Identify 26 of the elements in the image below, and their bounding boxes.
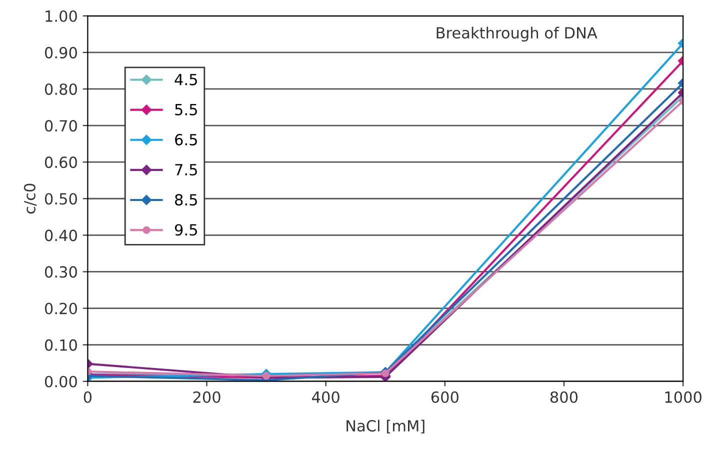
y-tick-label: 0.50 [44,193,77,205]
text: Breakthrough of DNA [436,26,598,42]
x-tick-label: 200 [193,391,220,403]
legend-label: 9.5 [174,224,197,236]
legend-label: 5.5 [175,104,197,116]
y-axis-title: c/c0 [24,184,37,214]
legend-label: 7.5 [175,164,197,176]
y-tick-label: 0.20 [44,302,77,314]
x-tick-label: 0 [84,391,92,403]
legend-label: 6.5 [175,134,197,146]
y-tick-label: 0.70 [44,120,77,132]
y-tick-label: 1.00 [46,10,77,22]
legend-label: 8.5 [175,194,197,206]
x-tick-label: 600 [431,391,458,403]
y-tick-label: 0.40 [44,230,77,242]
y-tick-label: 0.30 [44,266,77,278]
y-tick-label: 0.10 [44,339,77,351]
x-tick-label: 1000 [665,391,702,403]
y-tick-label: 0.00 [44,376,77,388]
x-tick-label: 400 [312,391,340,403]
legend-label: 4.5 [174,74,197,86]
x-axis-title: NaCl [mM] [346,420,424,434]
y-tick-label: 0.90 [44,46,77,58]
y-tick-label: 0.60 [44,156,77,168]
x-tick-label: 800 [550,391,578,403]
y-tick-label: 0.80 [44,83,77,96]
